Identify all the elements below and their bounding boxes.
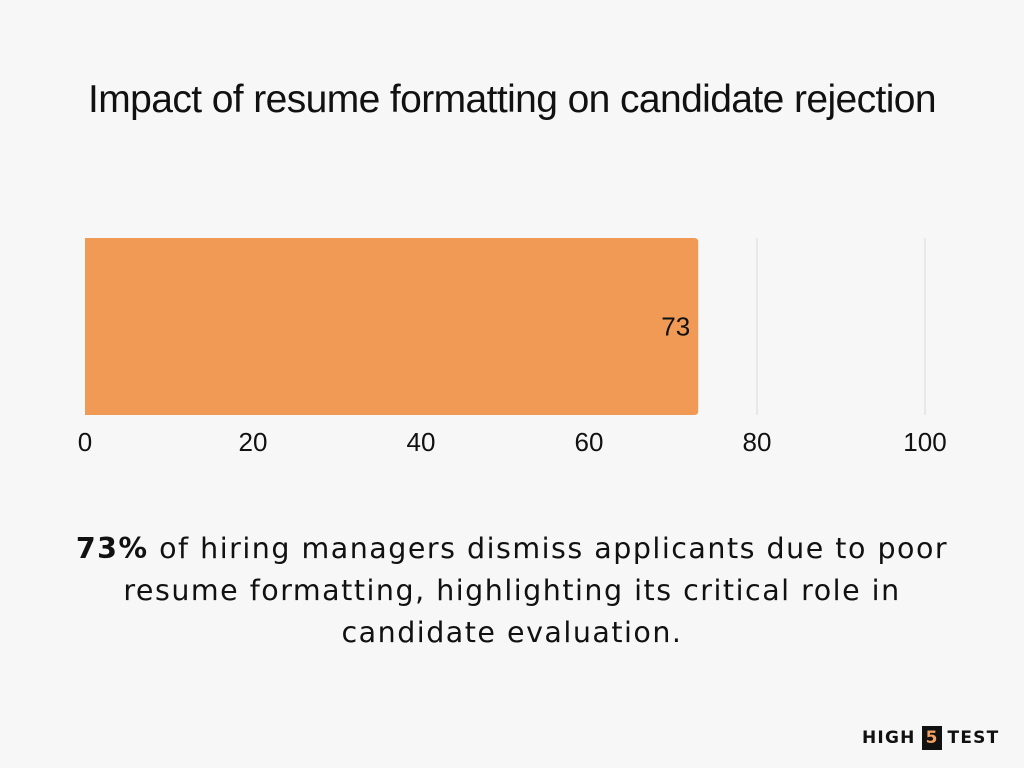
- x-tick-label: 100: [903, 427, 946, 457]
- x-tick-label: 0: [78, 427, 92, 457]
- bar-chart: 73 0 20 40 60 80 100: [78, 238, 947, 457]
- bar-data-label: 73: [661, 312, 690, 342]
- chart-title: Impact of resume formatting on candidate…: [88, 78, 937, 121]
- x-tick-label: 20: [239, 427, 268, 457]
- x-tick-label: 80: [743, 427, 772, 457]
- bar: [85, 238, 699, 415]
- logo-box: 5: [921, 726, 942, 750]
- caption-highlight: 73%: [75, 532, 149, 565]
- brand-logo: HIGH 5 TEST: [862, 724, 999, 752]
- logo-text-left: HIGH: [862, 728, 916, 748]
- x-tick-label: 40: [407, 427, 436, 457]
- caption: 73% of hiring managers dismiss applicant…: [62, 528, 962, 654]
- logo-text-right: TEST: [947, 728, 1000, 748]
- caption-text: of hiring managers dismiss applicants du…: [123, 532, 949, 649]
- x-tick-label: 60: [575, 427, 604, 457]
